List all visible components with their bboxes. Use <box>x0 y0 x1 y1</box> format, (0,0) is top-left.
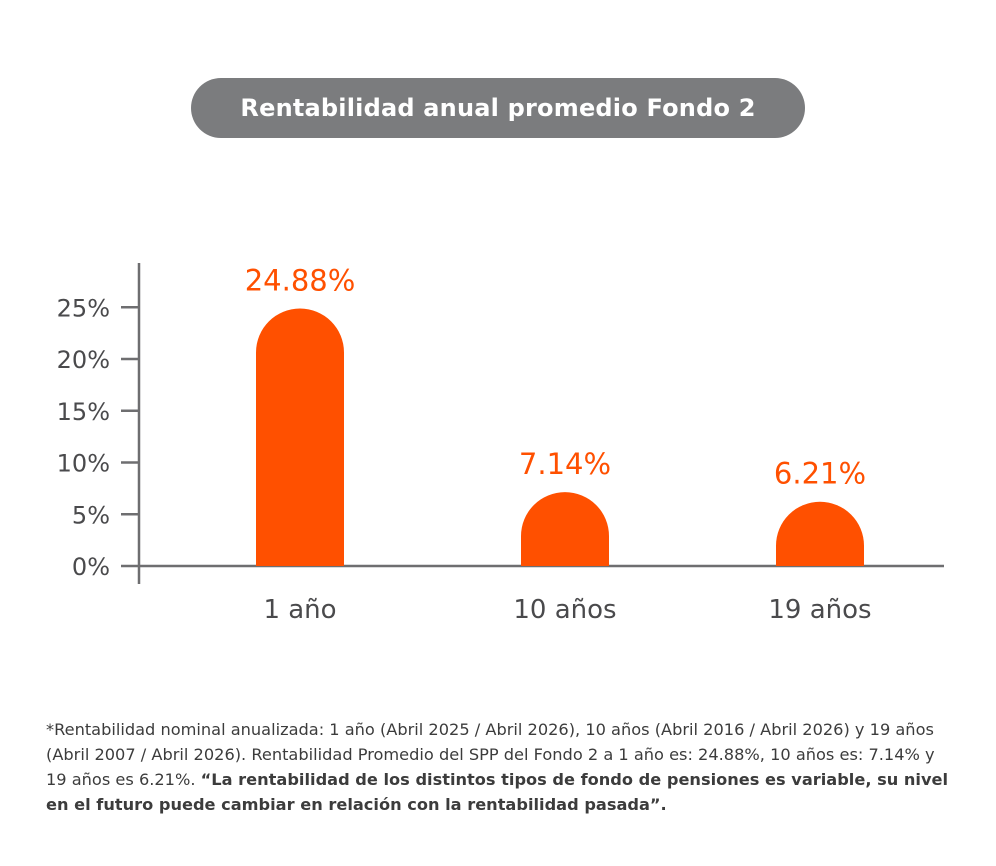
chart-title: Rentabilidad anual promedio Fondo 2 <box>191 78 805 138</box>
y-tick-label: 20% <box>57 346 110 374</box>
bar <box>256 308 344 566</box>
footnote-text: *Rentabilidad nominal anualizada: 1 año … <box>46 720 935 789</box>
category-label: 1 año <box>263 595 336 625</box>
data-label: 24.88% <box>245 263 356 297</box>
y-tick-label: 10% <box>57 450 110 478</box>
y-tick-label: 0% <box>72 553 110 581</box>
y-tick-label: 5% <box>72 501 110 529</box>
footnote-disclaimer: “La rentabilidad de los distintos tipos … <box>46 770 949 814</box>
bar <box>521 492 609 566</box>
y-axis-ticks: 0% 5% 10% 15% 20% 25% <box>57 294 139 581</box>
data-label: 6.21% <box>774 457 866 491</box>
x-axis-categories: 1 año 10 años 19 años <box>263 595 871 625</box>
category-label: 10 años <box>513 595 616 625</box>
y-tick-label: 15% <box>57 398 110 426</box>
data-label: 7.14% <box>519 447 611 481</box>
y-tick-label: 25% <box>57 294 110 322</box>
data-labels: 24.88% 7.14% 6.21% <box>245 263 866 490</box>
bar <box>776 501 864 566</box>
chart-bars <box>256 308 864 566</box>
footnote: *Rentabilidad nominal anualizada: 1 año … <box>46 717 956 817</box>
category-label: 19 años <box>768 595 871 625</box>
